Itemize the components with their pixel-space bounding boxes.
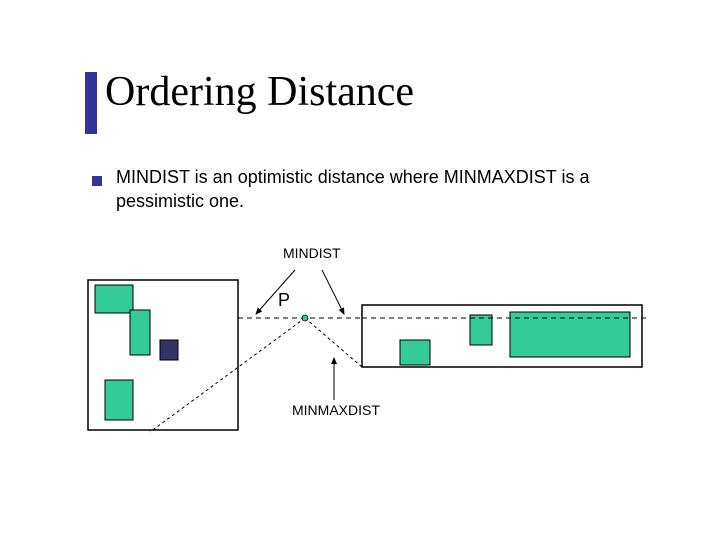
diagram-svg [0, 0, 720, 540]
